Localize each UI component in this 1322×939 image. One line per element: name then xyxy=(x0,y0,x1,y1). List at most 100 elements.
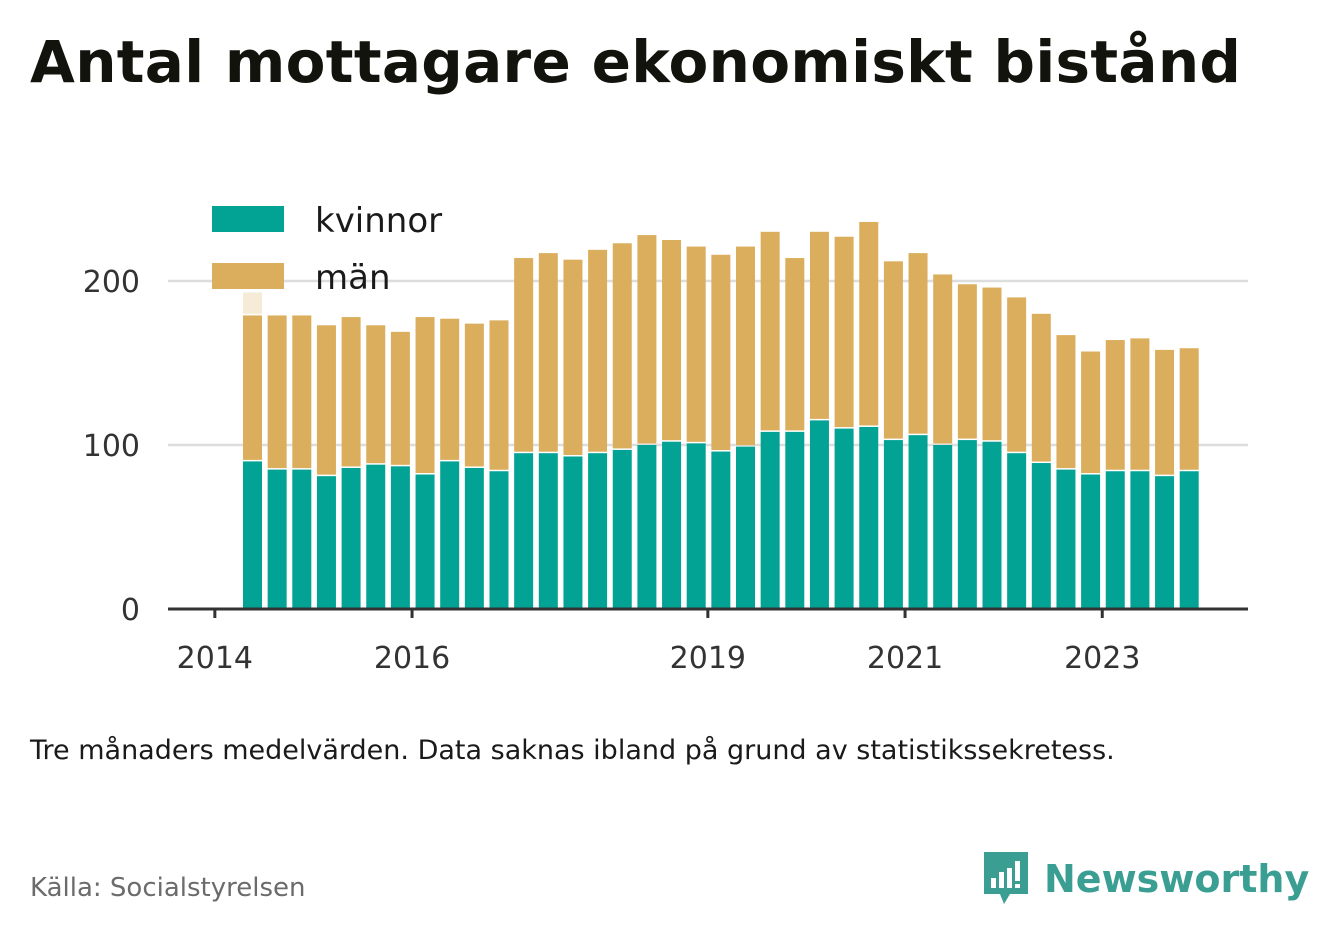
bar-man xyxy=(612,243,632,449)
bar-kvinnor xyxy=(883,440,903,609)
bar-kvinnor xyxy=(982,441,1002,609)
brand-logo: Newsworthy xyxy=(980,848,1309,910)
bar-kvinnor xyxy=(859,426,879,609)
bar-man xyxy=(563,259,583,455)
bar-kvinnor xyxy=(1081,474,1101,609)
bar-man xyxy=(292,315,312,469)
legend-swatch xyxy=(212,263,284,289)
axes: 0 100 200 2014 2016 2019 2021 2023 xyxy=(83,265,1248,676)
bar-man xyxy=(316,325,336,475)
missing-data-marker xyxy=(243,292,262,314)
bar-kvinnor xyxy=(809,420,829,609)
y-tick-label: 100 xyxy=(83,429,140,464)
bar-man xyxy=(1056,335,1076,469)
legend-label: män xyxy=(315,258,391,298)
bar-kvinnor xyxy=(366,464,386,609)
x-tick-label: 2016 xyxy=(374,641,450,676)
bar-kvinnor xyxy=(514,453,534,609)
bar-man xyxy=(834,236,854,428)
bar-kvinnor xyxy=(637,445,657,609)
bar-man xyxy=(341,317,361,467)
bars xyxy=(243,221,1199,609)
bar-kvinnor xyxy=(1031,463,1051,609)
bar-kvinnor xyxy=(588,453,608,609)
bar-kvinnor xyxy=(1130,471,1150,609)
bar-man xyxy=(859,221,879,426)
x-tick-label: 2014 xyxy=(177,641,253,676)
legend-label: kvinnor xyxy=(315,201,442,241)
bar-man xyxy=(267,315,287,469)
bar-man xyxy=(686,246,706,442)
bar-man xyxy=(908,253,928,434)
bar-kvinnor xyxy=(1056,469,1076,609)
bar-kvinnor xyxy=(538,453,558,609)
chart-note: Tre månaders medelvärden. Data saknas ib… xyxy=(30,735,1115,766)
bar-kvinnor xyxy=(563,456,583,609)
legend: kvinnor män xyxy=(212,201,442,298)
x-tick-label: 2023 xyxy=(1064,641,1140,676)
bar-man xyxy=(662,240,682,441)
bar-kvinnor xyxy=(908,435,928,609)
bar-man xyxy=(366,325,386,464)
bar-kvinnor xyxy=(243,461,262,609)
bar-man xyxy=(1007,297,1027,452)
bar-kvinnor xyxy=(489,471,509,609)
bar-man xyxy=(538,253,558,452)
bar-man xyxy=(390,331,410,465)
bar-kvinnor xyxy=(686,443,706,609)
bar-man xyxy=(514,258,534,452)
bar-man xyxy=(637,235,657,444)
bar-man xyxy=(785,258,805,431)
bar-kvinnor xyxy=(1179,471,1199,609)
y-tick-label: 0 xyxy=(121,593,140,628)
bar-kvinnor xyxy=(1105,471,1125,609)
bar-kvinnor xyxy=(292,469,312,609)
bar-man xyxy=(736,246,755,446)
bar-man xyxy=(1155,349,1175,475)
bar-man xyxy=(711,254,731,451)
bar-kvinnor xyxy=(341,467,361,609)
bar-man xyxy=(440,318,460,460)
bar-kvinnor xyxy=(267,469,287,609)
bar-kvinnor xyxy=(612,449,632,609)
bar-kvinnor xyxy=(957,440,977,609)
x-tick-label: 2021 xyxy=(867,641,943,676)
bar-kvinnor xyxy=(662,441,682,609)
bar-kvinnor xyxy=(464,467,484,609)
y-tick-label: 200 xyxy=(83,265,140,300)
bar-kvinnor xyxy=(711,451,731,609)
bar-man xyxy=(243,315,262,460)
bar-kvinnor xyxy=(390,466,410,609)
bar-kvinnor xyxy=(834,428,854,609)
bar-kvinnor xyxy=(760,431,780,609)
bar-kvinnor xyxy=(440,461,460,609)
bar-kvinnor xyxy=(736,446,755,609)
bar-kvinnor xyxy=(1155,476,1175,609)
bar-kvinnor xyxy=(316,476,336,609)
bar-man xyxy=(1105,340,1125,470)
bar-man xyxy=(1081,351,1101,474)
bar-man xyxy=(957,284,977,439)
bar-man xyxy=(982,287,1002,441)
bar-kvinnor xyxy=(415,474,435,609)
source-credit: Källa: Socialstyrelsen xyxy=(30,873,306,903)
bar-man xyxy=(883,261,903,439)
bar-kvinnor xyxy=(785,431,805,609)
legend-swatch xyxy=(212,206,284,232)
bar-kvinnor xyxy=(933,445,953,609)
bar-man xyxy=(809,231,829,419)
brand-name: Newsworthy xyxy=(1044,857,1310,901)
bar-man xyxy=(760,231,780,431)
bar-man xyxy=(415,317,435,474)
bar-man xyxy=(1031,313,1051,462)
bar-kvinnor xyxy=(1007,453,1027,609)
bar-man xyxy=(1179,348,1199,470)
bar-man xyxy=(1130,338,1150,470)
bar-man xyxy=(588,249,608,452)
chart-title: Antal mottagare ekonomiskt bistånd xyxy=(30,28,1242,96)
newsworthy-bar-chart-icon xyxy=(984,852,1028,904)
x-tick-label: 2019 xyxy=(670,641,746,676)
bar-man xyxy=(489,320,509,470)
bar-man xyxy=(464,323,484,467)
